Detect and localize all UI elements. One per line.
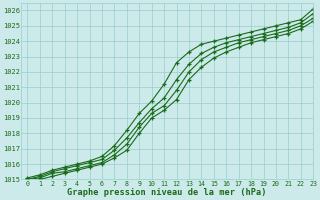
X-axis label: Graphe pression niveau de la mer (hPa): Graphe pression niveau de la mer (hPa) — [68, 188, 267, 197]
